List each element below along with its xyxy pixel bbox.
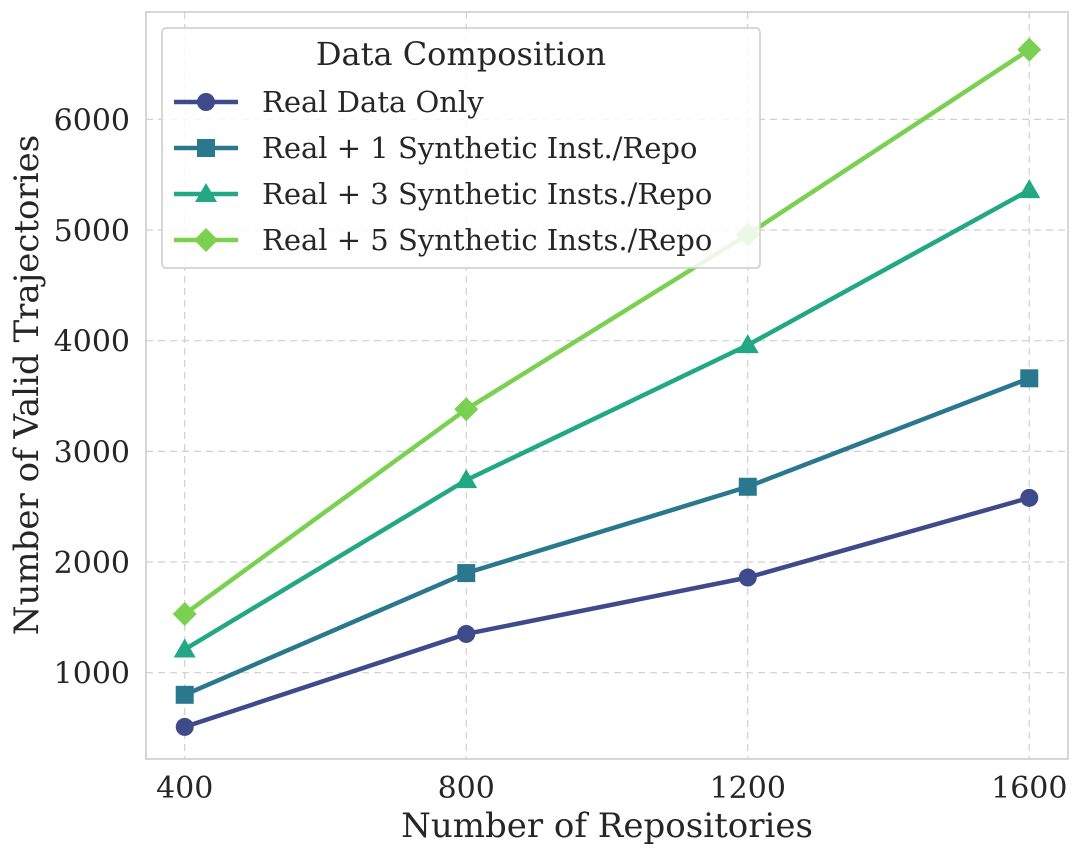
y-tick-label-3000: 3000 (54, 435, 130, 470)
legend-label: Real Data Only (262, 85, 484, 119)
legend-item-real-1-synthetic-inst-repo: Real + 1 Synthetic Inst./Repo (174, 131, 697, 165)
series-real-1-synthetic-inst-repo (175, 369, 1039, 704)
data-point-2-800 (457, 564, 476, 583)
series-real-3-synthetic-insts-repo (173, 179, 1041, 658)
legend-label: Real + 1 Synthetic Inst./Repo (262, 131, 697, 165)
data-point-3-1200 (736, 334, 759, 354)
y-tick-label-1000: 1000 (54, 657, 130, 692)
y-axis-ticks: 1000 2000 3000 4000 5000 6000 (54, 103, 130, 691)
legend-items: Real Data Only Real + 1 Synthetic Inst./R… (174, 85, 712, 257)
series-line-real-5-synthetic-insts-repo (182, 47, 1032, 617)
legend-box (161, 27, 761, 269)
legend-item-real-3-synthetic-insts-repo: Real + 3 Synthetic Insts./Repo (174, 177, 712, 211)
x-tick-label-1600: 1600 (991, 771, 1067, 806)
data-point-3-400 (173, 638, 196, 658)
x-axis-title: Number of Repositories (401, 806, 813, 846)
data-point-4-1600 (1017, 37, 1042, 62)
data-point-3-800 (455, 469, 478, 489)
legend-title: Data Composition (316, 35, 606, 73)
data-point-1-1200 (738, 568, 757, 587)
y-tick-label-5000: 5000 (54, 214, 130, 249)
legend-marker-diamond (194, 228, 218, 252)
x-axis-ticks: 400 800 1200 1600 (156, 771, 1067, 806)
x-tick-label-800: 800 (438, 771, 495, 806)
series-line-real-1-synthetic-inst-repo (182, 376, 1032, 698)
y-tick-label-2000: 2000 (54, 546, 130, 581)
data-point-1-400 (175, 717, 194, 736)
x-tick-label-400: 400 (156, 771, 213, 806)
legend-label: Real + 3 Synthetic Insts./Repo (262, 177, 712, 211)
data-point-4-800 (454, 397, 479, 422)
data-point-2-1600 (1020, 369, 1039, 388)
legend-marker-triangle (195, 183, 217, 202)
plot-area-frame (145, 11, 1069, 760)
data-point-1-800 (457, 624, 476, 643)
data-point-3-1600 (1018, 179, 1041, 199)
legend-marker-square (197, 139, 215, 157)
data-point-4-400 (172, 602, 197, 627)
x-tick-label-1200: 1200 (710, 771, 786, 806)
y-axis-title: Number of Valid Trajectories (7, 135, 47, 635)
legend-item-real-data-only: Real Data Only (174, 85, 484, 119)
data-point-2-1200 (738, 477, 757, 496)
legend-marker-circle (197, 93, 215, 111)
legend-item-real-5-synthetic-insts-repo: Real + 5 Synthetic Insts./Repo (174, 223, 712, 257)
series-line-real-3-synthetic-insts-repo (182, 187, 1032, 652)
legend: Data Composition Real Data Only Real + 1 … (161, 27, 761, 269)
legend-label: Real + 5 Synthetic Insts./Repo (262, 223, 712, 257)
series-group (172, 37, 1042, 736)
series-line-real-data-only (182, 495, 1032, 730)
y-tick-label-6000: 6000 (54, 103, 130, 138)
data-point-2-400 (175, 685, 194, 704)
series-real-data-only (175, 488, 1039, 736)
y-tick-label-4000: 4000 (54, 325, 130, 360)
data-point-1-1600 (1020, 488, 1039, 507)
